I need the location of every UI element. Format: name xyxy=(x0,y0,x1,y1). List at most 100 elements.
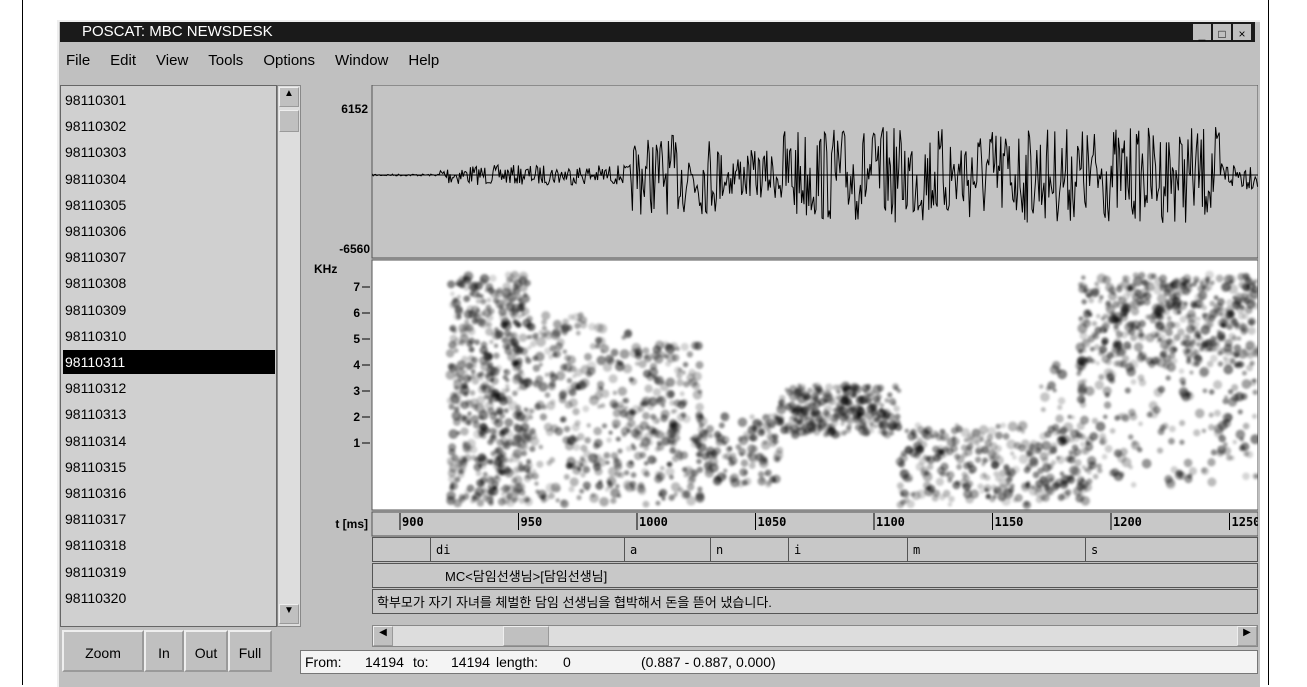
spectrogram-cell xyxy=(624,470,629,475)
file-item[interactable]: 98110310 xyxy=(63,324,275,348)
spectrogram-cell xyxy=(462,323,470,331)
spectrogram-cell xyxy=(583,466,590,473)
scroll-left[interactable]: ◀ xyxy=(373,626,393,646)
spectrogram-cell xyxy=(486,283,494,291)
spectrogram-cell xyxy=(1063,422,1073,432)
spectrogram-cell xyxy=(1105,445,1113,453)
freq-tick-label: 3 xyxy=(353,384,360,398)
file-item[interactable]: 98110319 xyxy=(63,560,275,584)
spectrogram-cell xyxy=(1218,421,1228,431)
spectrogram-cell xyxy=(505,345,510,350)
file-item[interactable]: 98110303 xyxy=(63,140,275,164)
file-item[interactable]: 98110318 xyxy=(63,533,275,557)
scroll-up[interactable]: ▲ xyxy=(279,87,299,107)
spectrogram-cell xyxy=(499,487,503,491)
spectrogram-cell xyxy=(948,496,954,502)
file-item[interactable]: 98110306 xyxy=(63,219,275,243)
file-item[interactable]: 98110302 xyxy=(63,114,275,138)
spectrogram-cell xyxy=(887,413,895,421)
spectrogram-cell xyxy=(600,344,609,353)
spectrogram-cell xyxy=(447,280,455,288)
file-item[interactable]: 98110312 xyxy=(63,376,275,400)
spectrogram-cell xyxy=(1226,306,1234,314)
scroll-right[interactable]: ▶ xyxy=(1237,626,1257,646)
file-item[interactable]: 98110308 xyxy=(63,271,275,295)
spectrogram-cell xyxy=(1179,377,1186,384)
scroll-thumb[interactable] xyxy=(279,110,299,132)
spectrogram-cell xyxy=(1046,386,1051,391)
spectrogram-cell xyxy=(1195,331,1202,338)
spectrogram-cell xyxy=(1075,361,1084,370)
spectrogram-cell xyxy=(709,463,718,472)
scroll-thumb[interactable] xyxy=(503,626,549,646)
time-scrollbar[interactable]: ◀ ▶ xyxy=(372,625,1258,647)
spectrogram-cell xyxy=(1081,275,1086,280)
file-item[interactable]: 98110313 xyxy=(63,402,275,426)
spectrogram-cell xyxy=(1179,368,1185,374)
file-item[interactable]: 98110307 xyxy=(63,245,275,269)
spectrogram-cell xyxy=(680,391,685,396)
spectrogram-cell xyxy=(470,390,476,396)
menu-item[interactable]: Options xyxy=(263,52,315,69)
file-item[interactable]: 98110309 xyxy=(63,298,275,322)
spectrogram-cell xyxy=(1185,335,1189,339)
spectrogram-cell xyxy=(504,395,513,404)
spectrogram-cell xyxy=(1248,319,1254,325)
spectrogram-cell xyxy=(1120,448,1128,456)
menu-item[interactable]: View xyxy=(156,52,188,69)
spectrogram-cell xyxy=(565,401,573,409)
menu-item[interactable]: File xyxy=(66,52,90,69)
close-button[interactable]: × xyxy=(1233,24,1251,40)
menu-item[interactable]: Edit xyxy=(110,52,136,69)
spectrogram-cell xyxy=(478,410,488,420)
spectrogram-cell xyxy=(1179,387,1189,397)
file-item[interactable]: 98110304 xyxy=(63,167,275,191)
spectrogram-cell xyxy=(1131,482,1137,488)
file-item[interactable]: 98110311 xyxy=(63,350,275,374)
minimize-button[interactable]: _ xyxy=(1193,24,1211,40)
spectrogram-cell xyxy=(1117,283,1122,288)
spectrogram-cell xyxy=(530,432,538,440)
file-item[interactable]: 98110315 xyxy=(63,455,275,479)
file-item[interactable]: 98110314 xyxy=(63,429,275,453)
scroll-down[interactable]: ▼ xyxy=(279,604,299,624)
spectrogram-cell xyxy=(1228,389,1233,394)
spectrogram-cell xyxy=(1086,478,1092,484)
spectrogram-cell xyxy=(869,403,877,411)
list-scrollbar[interactable]: ▲ ▼ xyxy=(277,85,301,627)
spectrogram-cell xyxy=(1160,303,1166,309)
tool-button[interactable]: In xyxy=(144,630,184,672)
spectrogram-cell xyxy=(1119,472,1125,478)
spectrogram-cell xyxy=(926,486,931,491)
spectrogram-cell xyxy=(1040,495,1046,501)
spectrogram-cell xyxy=(927,464,933,470)
tool-button[interactable]: Zoom xyxy=(62,630,144,672)
file-item[interactable]: 98110317 xyxy=(63,507,275,531)
menu-item[interactable]: Window xyxy=(335,52,388,69)
file-item[interactable]: 98110316 xyxy=(63,481,275,505)
spectrogram-cell xyxy=(1195,409,1205,419)
tool-button[interactable]: Full xyxy=(228,630,272,672)
spectrogram-cell xyxy=(641,468,649,476)
spectrogram-cell xyxy=(523,496,530,503)
tool-button[interactable]: Out xyxy=(184,630,228,672)
menu-item[interactable]: Tools xyxy=(208,52,243,69)
spectrogram-cell xyxy=(462,383,468,389)
spectrogram-cell xyxy=(1158,386,1165,393)
freq-tick-label: 6 xyxy=(353,306,360,320)
spectrogram-cell xyxy=(474,457,480,463)
spectrogram-cell xyxy=(512,391,518,397)
spectrogram-cell xyxy=(676,379,683,386)
spectrogram-cell xyxy=(621,335,626,340)
file-item[interactable]: 98110301 xyxy=(63,88,275,112)
spectrogram-cell xyxy=(1224,274,1234,284)
spectrogram-cell xyxy=(970,489,979,498)
spectrogram-cell xyxy=(626,429,630,433)
file-item[interactable]: 98110305 xyxy=(63,193,275,217)
spectrogram-cell xyxy=(631,343,641,353)
spectrogram-cell xyxy=(464,369,469,374)
file-item[interactable]: 98110320 xyxy=(63,586,275,610)
spectrogram-cell xyxy=(1074,459,1081,466)
menu-item[interactable]: Help xyxy=(408,52,439,69)
maximize-button[interactable]: □ xyxy=(1213,24,1231,40)
